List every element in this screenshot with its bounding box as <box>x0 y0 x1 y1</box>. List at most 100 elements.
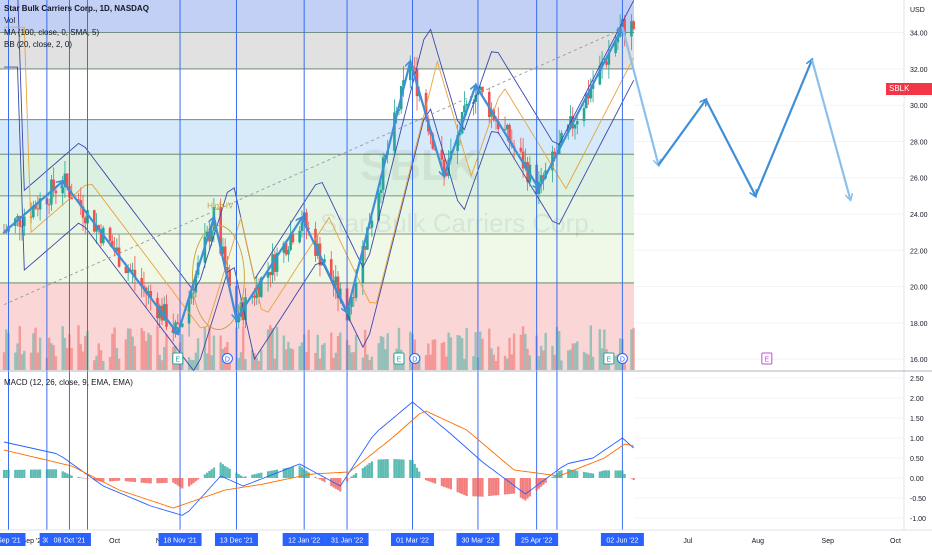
macd-histogram-bar <box>108 478 112 482</box>
volume-bar <box>32 333 35 370</box>
volume-bar <box>126 328 130 370</box>
candle-body <box>336 276 340 299</box>
macd-histogram-bar <box>558 471 561 478</box>
candle-body <box>187 298 191 324</box>
volume-bar <box>488 328 491 370</box>
candle-body <box>99 229 103 244</box>
event-marker-d: D <box>616 353 628 364</box>
volume-bar <box>361 357 365 370</box>
volume-bar <box>316 334 319 370</box>
svg-text:08 Oct '21: 08 Oct '21 <box>54 538 86 545</box>
macd-histogram-bar <box>221 464 225 478</box>
moving-average <box>4 26 635 329</box>
volume-bar <box>255 357 258 370</box>
volume-bar <box>551 345 554 370</box>
volume-bar <box>524 333 527 370</box>
volume-bar <box>158 354 161 370</box>
macd-histogram-bar <box>431 478 434 483</box>
macd-histogram-bar <box>524 478 527 501</box>
candle-body <box>614 42 617 54</box>
macd-histogram-bar <box>490 478 493 496</box>
macd-histogram-bar <box>395 459 398 478</box>
volume-bar <box>282 335 286 370</box>
candle-body <box>282 243 286 253</box>
macd-histogram-bar <box>307 472 310 478</box>
candle-body <box>34 205 37 209</box>
volume-bar <box>587 354 590 370</box>
volume-bar <box>269 325 272 370</box>
macd-histogram-bar <box>361 468 364 478</box>
candle-body <box>77 199 80 201</box>
price-tick-label: 16.00 <box>910 357 928 364</box>
macd-histogram-bar <box>16 469 19 478</box>
volume-bar <box>472 356 475 370</box>
macd-histogram-bar <box>212 467 215 478</box>
candle-body <box>226 266 229 271</box>
candle-body <box>363 245 367 250</box>
candle-body <box>165 304 168 327</box>
time-axis-date-box: 13 Dec '21 <box>214 533 258 546</box>
volume-bar <box>77 325 80 370</box>
swing-arrow <box>235 218 301 320</box>
macd-histogram-bar <box>418 471 421 478</box>
macd-histogram-bar <box>384 459 387 478</box>
candle-body <box>208 231 211 242</box>
macd-histogram-bar <box>260 472 263 478</box>
candle-body <box>490 109 493 118</box>
macd-histogram-bar <box>382 459 385 478</box>
candle-body <box>630 21 633 37</box>
volume-bar <box>29 352 33 370</box>
volume-bar <box>558 331 561 370</box>
high-iv-label: High IV <box>207 202 234 211</box>
candle-body <box>47 204 51 206</box>
macd-histogram-bar <box>619 470 622 478</box>
candle-body <box>83 217 87 224</box>
candle-body <box>38 198 42 210</box>
volume-bar <box>307 329 310 370</box>
volume-bar <box>160 360 164 370</box>
macd-histogram-bar <box>18 469 21 478</box>
candle-body <box>381 157 385 190</box>
macd-histogram-bar <box>440 478 443 487</box>
candle-body <box>255 285 259 298</box>
volume-bar <box>409 331 412 370</box>
event-marker-d: D <box>409 353 421 364</box>
price-axis-unit: USD <box>910 7 925 14</box>
candle-body <box>221 246 225 254</box>
time-axis-date-box: 25 Apr '22 <box>515 533 559 546</box>
volume-bar <box>445 356 448 370</box>
macd-histogram-bar <box>23 469 26 478</box>
volume-bar <box>397 327 401 370</box>
volume-bar <box>449 337 453 370</box>
candle-body <box>253 295 256 298</box>
macd-histogram-bar <box>61 471 64 478</box>
macd-histogram-bar <box>300 467 304 478</box>
watermark-ticker: SBLK <box>360 141 480 190</box>
volume-bar <box>427 343 430 370</box>
macd-histogram-bar <box>429 478 432 482</box>
macd-histogram-bar <box>113 478 116 482</box>
candle-body <box>314 228 317 256</box>
volume-bar <box>97 343 100 370</box>
macd-histogram-bar <box>510 478 513 494</box>
volume-bar <box>512 333 516 370</box>
macd-histogram-bar <box>275 469 279 478</box>
candle-body <box>257 285 261 297</box>
volume-bar <box>330 332 333 370</box>
macd-histogram <box>2 459 635 501</box>
macd-histogram-bar <box>165 478 168 483</box>
candle-body <box>95 225 98 232</box>
volume-bar <box>381 337 385 370</box>
volume-bar <box>384 349 387 370</box>
macd-histogram-bar <box>48 469 51 478</box>
volume-bar <box>2 352 6 370</box>
candle-body <box>52 179 55 191</box>
candle-body <box>465 103 468 106</box>
macd-histogram-bar <box>176 478 179 486</box>
macd-histogram-bar <box>142 478 146 483</box>
svg-text:E: E <box>397 357 402 364</box>
volume-bar <box>350 352 353 370</box>
candle-body <box>180 323 184 327</box>
